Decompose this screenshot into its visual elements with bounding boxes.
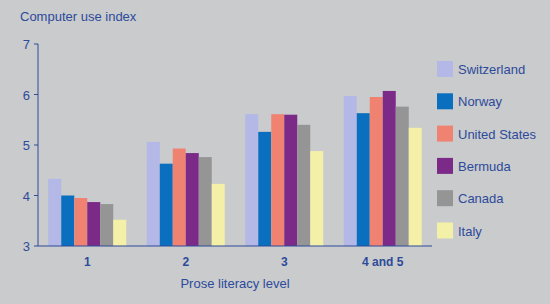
bar: [48, 179, 61, 246]
bar: [344, 96, 357, 246]
bar: [258, 132, 271, 246]
legend-label: Italy: [458, 224, 482, 239]
bar: [396, 107, 409, 246]
y-tick: [34, 44, 38, 45]
bar: [113, 220, 126, 246]
bar: [297, 125, 310, 246]
bar: [409, 128, 422, 246]
bar: [160, 164, 173, 246]
bar: [310, 151, 323, 246]
legend-swatch: [437, 61, 453, 77]
legend-swatch: [437, 158, 453, 174]
y-tick-label: 7: [23, 37, 30, 52]
bar: [186, 153, 199, 246]
legend-swatch: [437, 126, 453, 142]
bars: [48, 91, 422, 246]
legend-label: Canada: [458, 191, 504, 206]
legend-label: Bermuda: [458, 159, 512, 174]
bar: [199, 157, 212, 246]
y-tick-label: 4: [23, 189, 30, 204]
x-tick-label: 3: [281, 255, 288, 269]
y-tick: [34, 195, 38, 196]
chart: Computer use index 3 4 5 6 7 1 2 3 4 and 5 Prose l…: [0, 0, 550, 304]
y-tick-label: 5: [23, 138, 30, 153]
bar: [100, 204, 113, 246]
legend-label: Norway: [458, 94, 503, 109]
x-tick-label: 1: [84, 255, 91, 269]
x-tick-label: 4 and 5: [362, 255, 404, 269]
legend-label: Switzerland: [458, 62, 525, 77]
bar: [370, 97, 383, 246]
bar: [147, 142, 160, 246]
bar: [284, 115, 297, 246]
bar: [212, 184, 225, 246]
bar: [173, 149, 186, 246]
x-tick-label: 2: [182, 255, 189, 269]
x-label: Prose literacy level: [180, 276, 289, 291]
y-tick-label: 3: [23, 239, 30, 254]
y-tick: [34, 94, 38, 95]
legend-swatch: [437, 93, 453, 109]
y-label: Computer use index: [20, 9, 137, 24]
bar: [271, 114, 284, 246]
bar: [357, 113, 370, 246]
bar: [74, 198, 87, 246]
bar: [245, 114, 258, 246]
y-tick: [34, 246, 38, 247]
x-axis: [38, 246, 432, 247]
bar: [61, 196, 74, 247]
bar: [87, 202, 100, 246]
y-tick-label: 6: [23, 88, 30, 103]
y-tick: [34, 145, 38, 146]
bar: [383, 91, 396, 246]
legend-swatch: [437, 190, 453, 206]
legend-swatch: [437, 223, 453, 239]
legend-label: United States: [458, 127, 537, 142]
